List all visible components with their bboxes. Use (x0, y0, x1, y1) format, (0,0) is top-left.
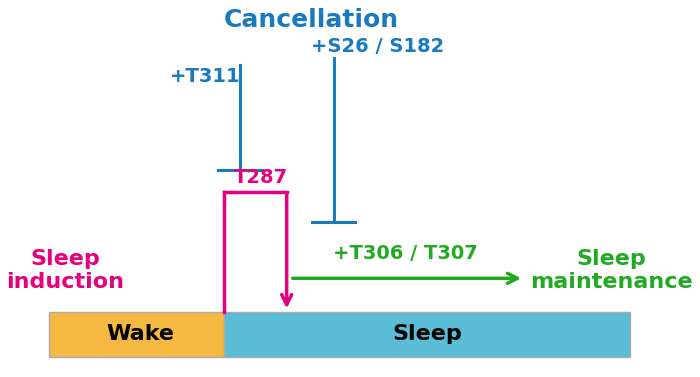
Text: +T306 / T307: +T306 / T307 (333, 244, 478, 264)
Text: Sleep
induction: Sleep induction (6, 249, 124, 293)
FancyBboxPatch shape (224, 312, 630, 357)
Text: +S26 / S182: +S26 / S182 (311, 37, 444, 56)
Text: Wake: Wake (106, 325, 174, 345)
Text: Sleep: Sleep (393, 325, 462, 345)
Text: Cancellation: Cancellation (224, 8, 399, 32)
FancyBboxPatch shape (49, 312, 224, 357)
Text: Sleep
maintenance: Sleep maintenance (530, 249, 693, 293)
Text: T287: T287 (234, 168, 288, 187)
Text: +T311: +T311 (170, 67, 241, 86)
